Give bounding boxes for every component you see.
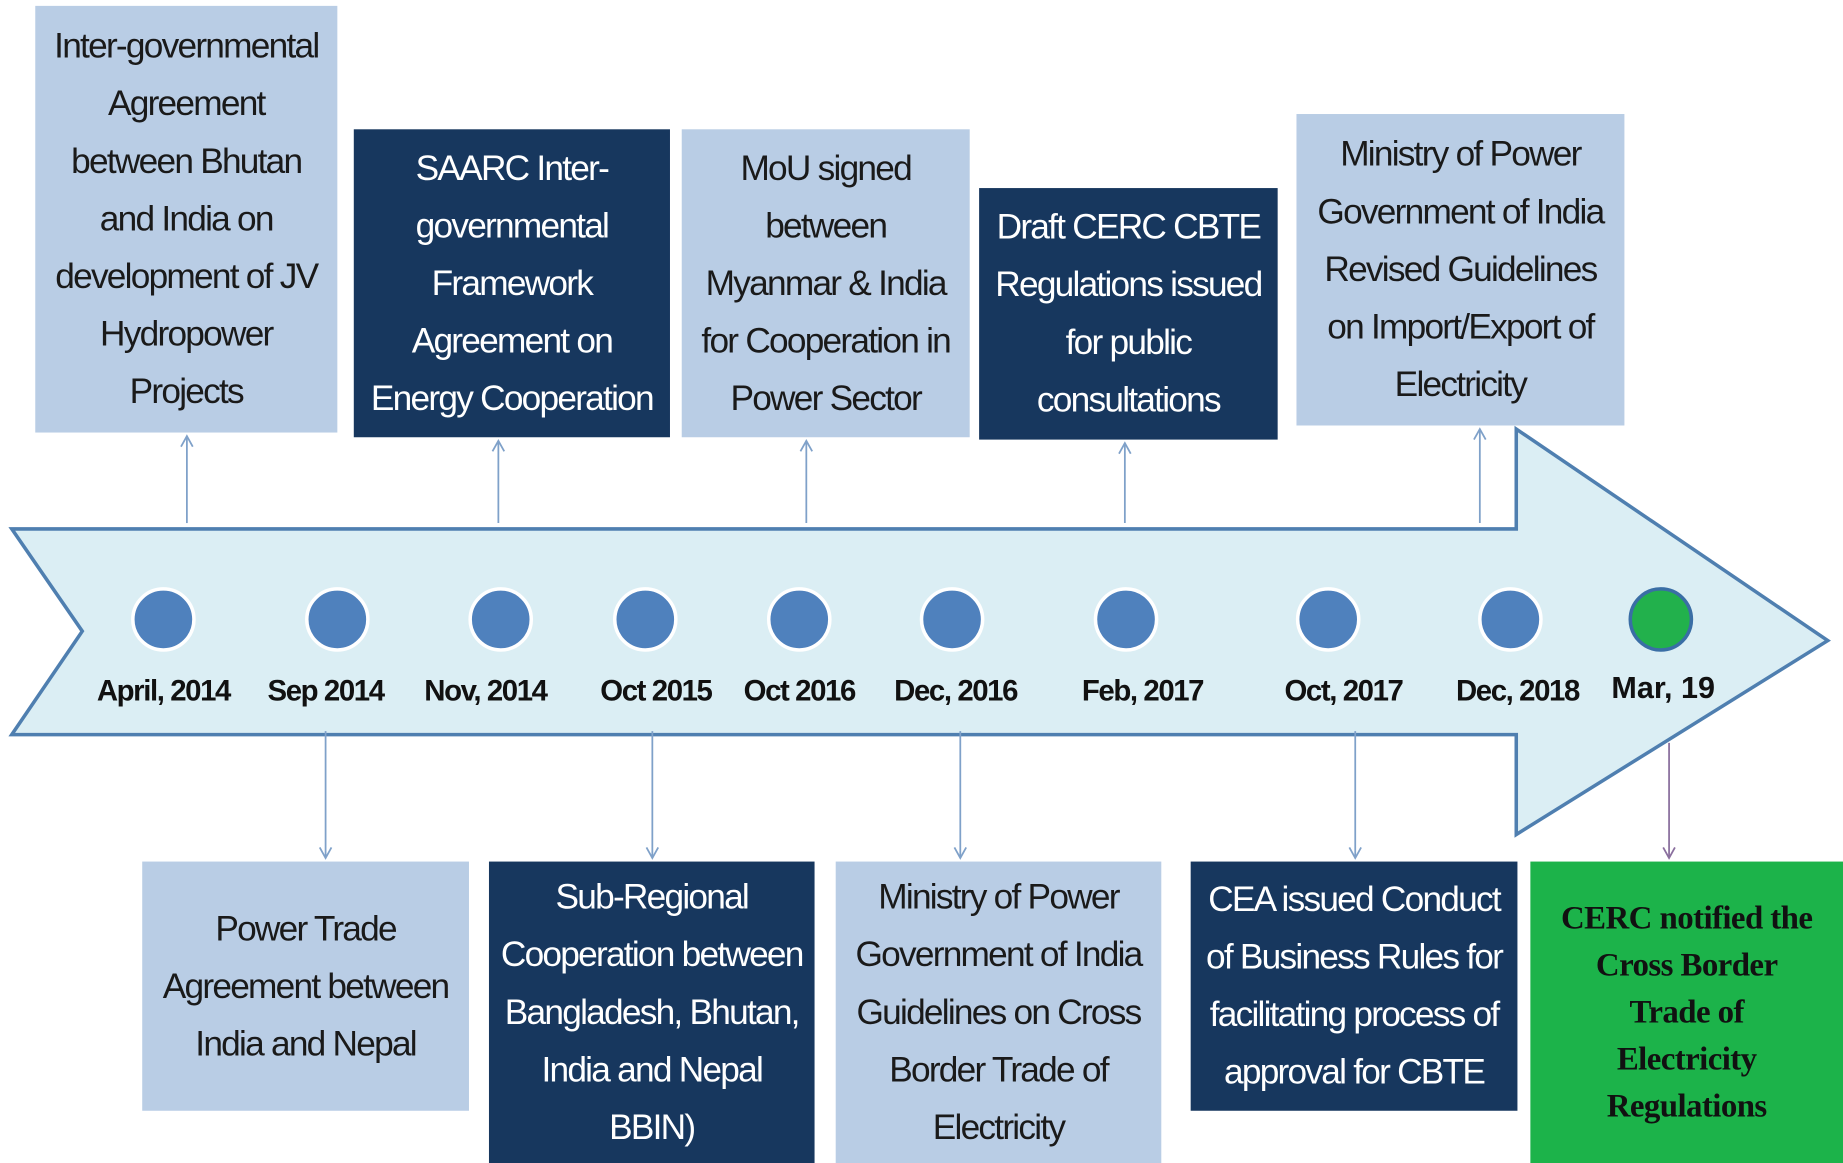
connector-arrow — [953, 731, 967, 860]
connector-arrow — [1473, 427, 1487, 524]
date-label: Nov, 2014 — [424, 674, 548, 708]
connector-head — [318, 847, 333, 860]
connector-arrow — [1118, 441, 1132, 524]
timeline-dot — [305, 587, 370, 652]
connector-arrow — [645, 731, 659, 860]
connector-arrow — [799, 438, 813, 524]
connector-head — [180, 434, 194, 448]
date-label: Dec, 2018 — [1455, 674, 1580, 708]
timeline-dot — [468, 587, 534, 652]
event-box: Ministry of Power Government of India Re… — [1296, 114, 1625, 426]
connector-head — [799, 438, 813, 452]
connector-arrow — [1662, 742, 1676, 860]
connector-head — [1348, 847, 1362, 860]
connector-arrow — [180, 434, 194, 524]
connector-arrow — [1348, 731, 1362, 860]
timeline-dot — [1295, 587, 1361, 652]
date-label: Dec, 2016 — [894, 674, 1018, 708]
event-box: Power Trade Agreement between India and … — [142, 861, 469, 1111]
timeline-dot — [919, 587, 985, 652]
date-label: Oct 2015 — [600, 674, 713, 708]
event-box: Inter-governmental Agreement between Bhu… — [35, 5, 338, 433]
connector-head — [1662, 847, 1676, 860]
connector-head — [953, 847, 967, 860]
timeline-dot — [131, 587, 196, 652]
date-label: Sep 2014 — [267, 674, 386, 708]
timeline-dot — [1478, 587, 1543, 652]
event-box: MoU signed between Myanmar & India for C… — [681, 129, 970, 438]
event-box: CEA issued Conduct of Business Rules for… — [1190, 861, 1518, 1111]
connector-arrow — [491, 438, 506, 524]
date-label: April, 2014 — [96, 674, 232, 708]
event-box: Ministry of Power Government of India Gu… — [835, 861, 1162, 1163]
connector-arrow — [318, 731, 333, 860]
timeline-arrow — [8, 425, 1831, 838]
connector-head — [491, 438, 506, 452]
event-box: Sub-Regional Cooperation between Banglad… — [488, 861, 815, 1163]
event-box: CERC notified the Cross Border Trade of … — [1530, 861, 1843, 1163]
event-box: SAARC Inter- governmental Framework Agre… — [353, 129, 670, 438]
connector-head — [1473, 427, 1487, 441]
timeline-dot — [1093, 587, 1159, 652]
timeline-dot — [1628, 587, 1694, 652]
date-label: Oct 2016 — [743, 674, 857, 708]
connector-head — [645, 847, 659, 860]
date-label: Mar, 19 — [1611, 669, 1716, 706]
timeline-dot — [766, 587, 832, 652]
event-box: Draft CERC CBTE Regulations issued for p… — [979, 188, 1278, 440]
date-label: Feb, 2017 — [1081, 674, 1205, 708]
timeline-dot — [612, 587, 678, 652]
date-label: Oct, 2017 — [1284, 674, 1403, 708]
connector-head — [1118, 441, 1132, 455]
